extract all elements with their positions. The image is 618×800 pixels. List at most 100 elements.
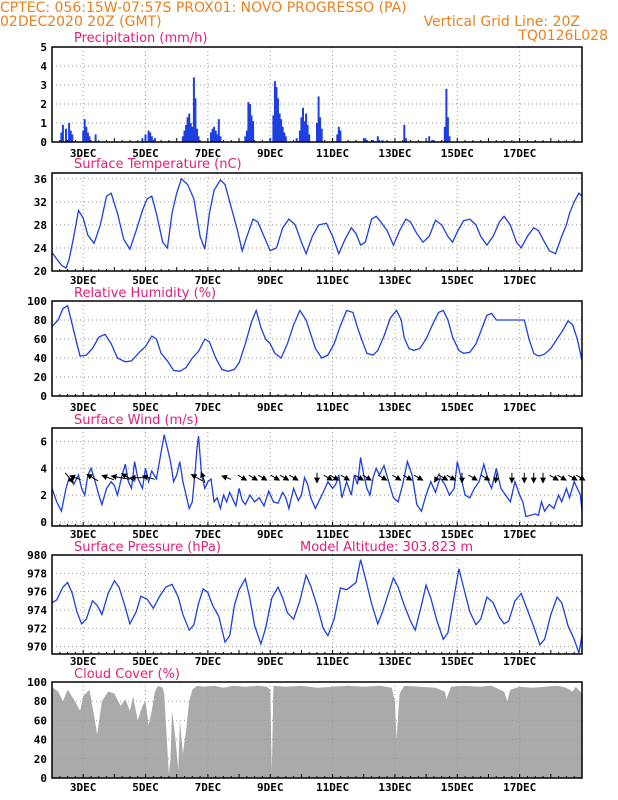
wind-vector xyxy=(568,474,578,481)
x-tick-label: 9DEC xyxy=(257,528,284,541)
precip-bar xyxy=(283,132,286,142)
y-tick-label: 980 xyxy=(27,549,47,562)
y-tick-label: 970 xyxy=(27,641,47,654)
precip-bar xyxy=(149,132,152,142)
y-tick-label: 6 xyxy=(40,435,47,448)
y-tick-label: 20 xyxy=(34,753,47,766)
precip-bar xyxy=(153,138,156,142)
precip-bar xyxy=(68,123,71,142)
y-tick-label: 20 xyxy=(34,371,47,384)
wind-vector xyxy=(329,474,340,481)
y-tick-label: 40 xyxy=(34,352,47,365)
y-tick-label: 2 xyxy=(40,98,47,111)
x-tick-label: 11DEC xyxy=(316,401,349,414)
y-tick-label: 100 xyxy=(27,676,47,689)
precip-bar xyxy=(210,132,212,142)
y-tick-label: 28 xyxy=(34,219,47,232)
wind-vector xyxy=(493,472,500,484)
title-surface-pressure: Surface Pressure (hPa) xyxy=(74,540,221,555)
wind-vector xyxy=(354,474,365,481)
precip-bar xyxy=(306,124,309,142)
precip-bar xyxy=(191,126,194,142)
precip-bar xyxy=(278,113,281,142)
wind-vector xyxy=(190,473,203,482)
x-tick-label: 13DEC xyxy=(378,401,411,414)
wind-vector xyxy=(86,473,99,482)
y-tick-label: 0 xyxy=(40,772,47,785)
x-tick-label: 3DEC xyxy=(70,147,97,160)
x-tick-label: 7DEC xyxy=(195,147,222,160)
x-tick-label: 17DEC xyxy=(503,781,536,794)
x-tick-label: 11DEC xyxy=(316,147,349,160)
y-tick-label: 4 xyxy=(40,462,47,475)
precip-bar xyxy=(213,126,216,142)
precip-bar xyxy=(192,77,195,142)
panel-surface-pressure: Surface Pressure (hPa) Model Altitude: 3… xyxy=(27,540,583,668)
y-tick-label: 60 xyxy=(34,333,47,346)
x-tick-label: 3DEC xyxy=(70,655,97,668)
precip-bar xyxy=(273,81,276,142)
wind-vector xyxy=(392,474,402,481)
x-tick-label: 17DEC xyxy=(503,147,536,160)
panel-surface-temperature: Surface Temperature (nC) 20 24 28 32 36 3DEC 5… xyxy=(34,157,583,287)
precip-bar xyxy=(431,140,434,142)
precip-bar xyxy=(71,134,74,142)
y-tick-label: 80 xyxy=(34,695,47,708)
x-tick-label: 15DEC xyxy=(441,781,474,794)
x-tick-label: 13DEC xyxy=(378,655,411,668)
precip-bar xyxy=(305,113,308,142)
x-tick-label: 5DEC xyxy=(132,274,159,287)
x-tick-label: 3DEC xyxy=(70,781,97,794)
y-tick-label: 40 xyxy=(34,734,47,747)
wind-vector xyxy=(248,474,259,481)
precip-bar xyxy=(216,134,219,142)
x-tick-label: 15DEC xyxy=(441,274,474,287)
y-tick-label: 976 xyxy=(27,586,47,599)
pres-series-line xyxy=(51,559,583,654)
precip-bar xyxy=(60,132,63,142)
precip-bar xyxy=(249,104,251,142)
precip-bar xyxy=(186,117,189,142)
precip-bar xyxy=(214,130,217,142)
precip-bar xyxy=(219,136,222,142)
pres-frame xyxy=(51,554,583,655)
precip-bar xyxy=(83,119,86,142)
y-tick-label: 60 xyxy=(34,714,47,727)
x-tick-label: 13DEC xyxy=(378,274,411,287)
precip-bar xyxy=(339,130,342,142)
x-tick-label: 9DEC xyxy=(257,401,284,414)
x-tick-label: 7DEC xyxy=(195,274,222,287)
precip-bar xyxy=(141,138,144,142)
precip-bar xyxy=(61,124,64,142)
y-tick-label: 100 xyxy=(27,295,47,308)
wind-vector xyxy=(557,474,567,481)
wind-frame xyxy=(51,427,583,527)
x-tick-label: 17DEC xyxy=(503,655,536,668)
precip-bar xyxy=(428,136,431,142)
precip-bar xyxy=(295,138,298,142)
precip-bar xyxy=(372,140,375,142)
wind-vector xyxy=(200,471,206,484)
precip-bar xyxy=(376,136,379,142)
precip-bar xyxy=(181,136,184,142)
wind-vector xyxy=(289,474,299,481)
precip-bar xyxy=(403,124,406,142)
temp-series-line xyxy=(51,177,583,270)
x-tick-label: 3DEC xyxy=(70,274,97,287)
y-tick-label: 1 xyxy=(40,117,47,130)
precip-bar xyxy=(147,130,150,142)
wind-vector xyxy=(340,474,351,481)
header-grid-line: Vertical Grid Line: 20Z xyxy=(424,14,580,30)
precip-bar xyxy=(284,136,287,142)
x-tick-label: 7DEC xyxy=(195,528,222,541)
wind-vector xyxy=(141,474,155,481)
y-tick-label: 20 xyxy=(34,265,47,278)
y-tick-label: 0 xyxy=(40,136,47,149)
precip-bar xyxy=(317,96,320,142)
y-tick-label: 5 xyxy=(40,41,47,54)
x-tick-label: 9DEC xyxy=(257,274,284,287)
panel-surface-wind: Surface Wind (m/s) 0 2 4 6 3DEC 5DEC 7DEC 9DEC 1… xyxy=(40,413,586,541)
precip-bar xyxy=(443,126,446,142)
precip-bar xyxy=(65,128,67,142)
wind-vector xyxy=(468,474,478,481)
